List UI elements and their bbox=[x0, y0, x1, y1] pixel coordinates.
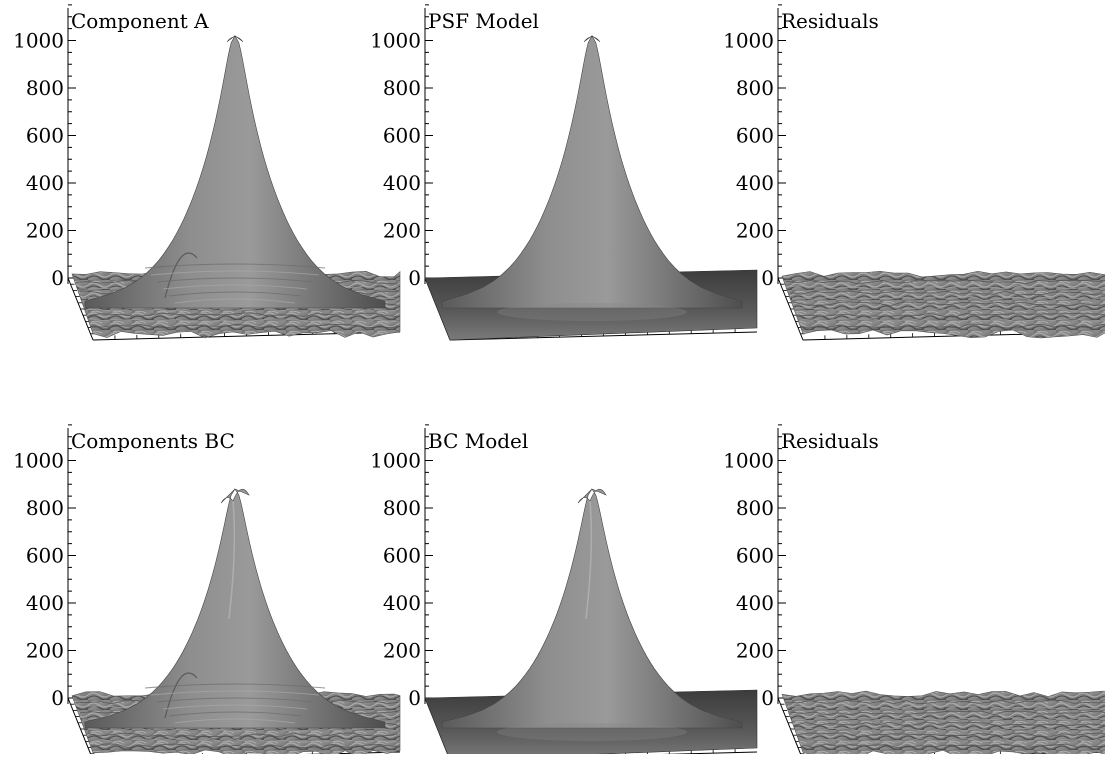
z-tick-label: 200 bbox=[736, 639, 774, 663]
noise-ripple bbox=[787, 285, 1105, 290]
noise-ripple bbox=[793, 301, 1105, 307]
surface-panel: 0 200 400 600 800 1000 Components BC bbox=[13, 424, 401, 759]
panel-title: PSF Model bbox=[428, 9, 539, 33]
z-tick-label: 600 bbox=[26, 124, 64, 148]
z-tick-label: 800 bbox=[26, 496, 64, 520]
z-tick-label: 0 bbox=[761, 266, 774, 290]
z-tick-label: 800 bbox=[26, 76, 64, 100]
noise-ripple bbox=[91, 323, 399, 329]
surface-panel: 0 200 400 600 800 1000 Residuals bbox=[723, 4, 1105, 341]
noise-ripple bbox=[799, 738, 1105, 743]
panel-title: Residuals bbox=[781, 9, 879, 33]
peak-skirt-texture bbox=[144, 263, 326, 269]
z-tick-label: 0 bbox=[761, 686, 774, 710]
peak-skirt-texture bbox=[174, 718, 296, 724]
z-tick-label: 1000 bbox=[723, 449, 774, 473]
z-tick-label: 800 bbox=[736, 76, 774, 100]
peak-skirt-texture bbox=[150, 690, 320, 696]
noise-ripple bbox=[789, 710, 1105, 716]
z-tick-label: 200 bbox=[383, 219, 421, 243]
peak-skirt-texture bbox=[164, 672, 198, 719]
surface-panel: 0 200 400 600 800 1000 PSF Model bbox=[370, 4, 758, 341]
data-peak bbox=[84, 488, 386, 729]
z-tick-label: 200 bbox=[736, 219, 774, 243]
z-tick-label: 600 bbox=[736, 544, 774, 568]
noise-ripple bbox=[801, 743, 1105, 749]
peak-ridge bbox=[585, 500, 593, 620]
z-tick-label: 1000 bbox=[370, 29, 421, 53]
peak-skirt-texture bbox=[156, 697, 314, 703]
z-tick-label: 1000 bbox=[370, 449, 421, 473]
z-tick-label: 0 bbox=[408, 686, 421, 710]
model-peak bbox=[441, 488, 743, 729]
z-tick-label: 400 bbox=[26, 171, 64, 195]
noise-ripple bbox=[799, 318, 1105, 323]
z-tick-label: 400 bbox=[383, 591, 421, 615]
peak-skirt-texture bbox=[162, 284, 308, 290]
noise-ripple bbox=[795, 727, 1105, 732]
z-tick-label: 800 bbox=[736, 496, 774, 520]
peak-skirt-texture bbox=[144, 683, 326, 689]
noise-ripple bbox=[85, 727, 399, 732]
z-tick-label: 200 bbox=[26, 639, 64, 663]
peak-skirt-texture bbox=[156, 277, 314, 283]
z-tick-label: 800 bbox=[383, 76, 421, 100]
peak-skirt-texture bbox=[162, 704, 308, 710]
z-tick-label: 400 bbox=[26, 591, 64, 615]
peak-skirt-texture bbox=[168, 291, 302, 297]
model-peak-base-highlight bbox=[497, 723, 687, 741]
z-tick-label: 1000 bbox=[13, 29, 64, 53]
noise-ripple bbox=[797, 732, 1105, 738]
z-tick-label: 1000 bbox=[723, 29, 774, 53]
surface-panel: 0 200 400 600 800 1000 BC Model bbox=[370, 424, 758, 759]
noise-ripple bbox=[789, 290, 1105, 296]
peak-skirt-texture bbox=[150, 270, 320, 276]
noise-ripple bbox=[87, 312, 399, 318]
panel-title: Component A bbox=[71, 9, 209, 33]
noise-ripple bbox=[89, 318, 399, 323]
z-tick-label: 400 bbox=[383, 171, 421, 195]
noise-ripple bbox=[91, 743, 399, 749]
z-tick-label: 0 bbox=[51, 266, 64, 290]
z-tick-label: 0 bbox=[408, 266, 421, 290]
surface-panel: 0 200 400 600 800 1000 Residuals bbox=[723, 424, 1105, 759]
z-tick-label: 200 bbox=[383, 639, 421, 663]
noise-ripple bbox=[791, 716, 1105, 721]
z-tick-label: 600 bbox=[26, 544, 64, 568]
noise-ripple bbox=[89, 738, 399, 743]
noise-ripple bbox=[87, 732, 399, 738]
z-tick-label: 600 bbox=[383, 544, 421, 568]
panel-title: Residuals bbox=[781, 429, 879, 453]
z-tick-label: 400 bbox=[736, 171, 774, 195]
surface-panel: 0 200 400 600 800 1000 Component A bbox=[13, 4, 401, 341]
noise-ripple bbox=[785, 699, 1105, 705]
noise-ripple bbox=[795, 307, 1105, 312]
peak-skirt-texture bbox=[168, 711, 302, 717]
panel-title: BC Model bbox=[428, 429, 528, 453]
noise-ripple bbox=[793, 721, 1105, 727]
noise-ripple bbox=[85, 307, 399, 312]
panel-title: Components BC bbox=[71, 429, 235, 453]
noise-ripple bbox=[797, 312, 1105, 318]
z-tick-label: 0 bbox=[51, 686, 64, 710]
noise-ripple bbox=[791, 296, 1105, 301]
z-tick-label: 1000 bbox=[13, 449, 64, 473]
z-tick-label: 200 bbox=[26, 219, 64, 243]
peak-ridge bbox=[228, 500, 236, 620]
noise-ripple bbox=[787, 705, 1105, 710]
z-tick-label: 800 bbox=[383, 496, 421, 520]
model-peak bbox=[441, 35, 743, 309]
noise-ripple bbox=[785, 279, 1105, 285]
data-peak bbox=[84, 35, 386, 309]
peak-skirt-texture bbox=[164, 252, 198, 299]
peak-skirt-texture bbox=[174, 298, 296, 304]
z-tick-label: 400 bbox=[736, 591, 774, 615]
model-peak-base-highlight bbox=[497, 303, 687, 321]
z-tick-label: 600 bbox=[736, 124, 774, 148]
noise-ripple bbox=[801, 323, 1105, 329]
z-tick-label: 600 bbox=[383, 124, 421, 148]
